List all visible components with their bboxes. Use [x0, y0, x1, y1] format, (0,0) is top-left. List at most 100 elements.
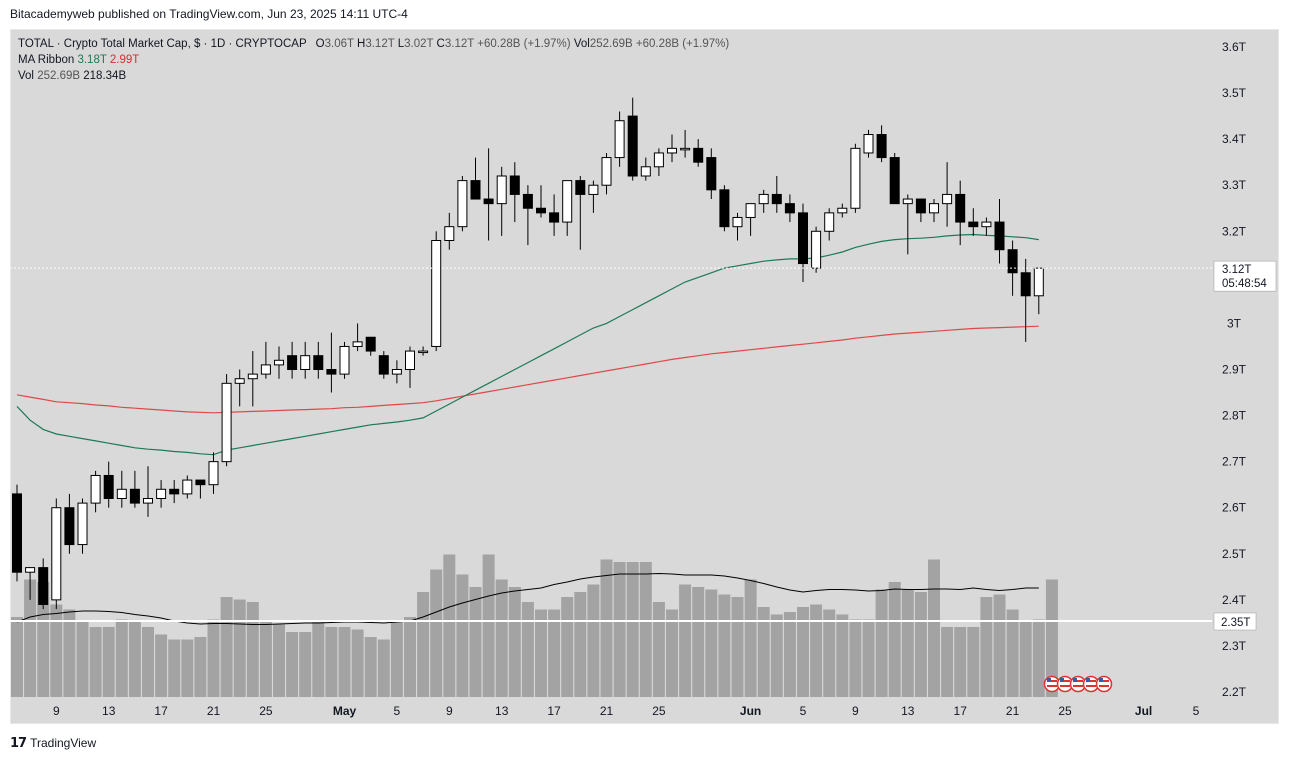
legend-ma-row: MA Ribbon 3.18T 2.99T [18, 52, 729, 68]
flag-stripe [1060, 685, 1070, 687]
candle-body [745, 203, 756, 218]
y-tick-label: 2.4T [1222, 593, 1247, 607]
volume-bar [928, 559, 940, 697]
candle-up [981, 217, 992, 236]
candle-body [536, 207, 546, 214]
y-tick-label: 3.6T [1222, 40, 1247, 54]
volume-bar [914, 592, 927, 697]
candle-body [378, 355, 389, 375]
candle-body [431, 240, 442, 347]
volume-bar [1032, 619, 1045, 697]
volume-bar [351, 629, 364, 697]
candle-down [968, 208, 979, 236]
volume-bar [639, 562, 652, 697]
legend-symbol-row: TOTAL · Crypto Total Market Cap, $ · 1D … [18, 36, 729, 52]
candle-body [850, 147, 861, 209]
flag-stripe [1086, 685, 1096, 687]
volume-bar [443, 554, 456, 697]
candle-body [562, 180, 573, 223]
flag-stripe [1099, 685, 1109, 687]
x-tick-label: 13 [495, 704, 509, 718]
volume-bar [705, 589, 718, 697]
candle-down [509, 162, 520, 223]
open-value: 3.06T [324, 38, 354, 50]
candle-body [313, 355, 324, 370]
volume-bar [233, 599, 246, 697]
candle-down [771, 176, 782, 213]
volume-bar [823, 609, 836, 697]
volume-label[interactable]: Vol [18, 70, 34, 82]
candle-up [339, 341, 350, 379]
volume-bar [207, 619, 220, 697]
volume-ma-line [16, 572, 1039, 625]
candle-up [444, 212, 455, 250]
volume-level-badge [1213, 612, 1257, 631]
candle-body [640, 166, 651, 177]
candle-body [981, 221, 992, 228]
volume-bar [692, 587, 705, 697]
volume-bar [1019, 622, 1032, 697]
candle-body [208, 461, 219, 486]
volume-bar [836, 614, 849, 697]
x-tick-label: 21 [207, 704, 221, 718]
volume-bar [76, 622, 89, 697]
volume-bar [194, 637, 207, 697]
volume-bar [875, 589, 888, 697]
candle-up [640, 157, 651, 181]
candle-body [444, 226, 455, 242]
candle-up [391, 360, 402, 384]
candle-body [260, 364, 271, 375]
candle-body [667, 147, 677, 154]
ma-slow-line [16, 325, 1039, 414]
x-tick-label: 9 [446, 704, 453, 718]
volume-bar [430, 569, 443, 697]
volume-bar [901, 589, 914, 697]
symbol-title[interactable]: TOTAL · Crypto Total Market Cap, $ · 1D … [18, 38, 307, 50]
vol-value: 252.69B [589, 38, 633, 50]
candle-down [313, 341, 324, 379]
volume-bar [417, 592, 430, 697]
candle-body [614, 120, 625, 159]
candle-body [195, 479, 206, 486]
y-tick-label: 3T [1227, 316, 1242, 330]
candle-up [653, 148, 664, 176]
volume-bar [783, 612, 796, 697]
y-tick-label: 3.3T [1222, 178, 1247, 192]
candle-down [195, 479, 206, 499]
candle-body [1020, 272, 1031, 297]
high-label: H [357, 38, 366, 50]
x-tick-label: 25 [652, 704, 666, 718]
x-tick-label: 5 [1193, 704, 1200, 718]
candle-down [287, 341, 298, 379]
candle-up [824, 208, 835, 241]
candle-down [784, 194, 795, 223]
volume-bar [390, 622, 403, 697]
volume-bar [115, 619, 128, 697]
ma-ribbon-label[interactable]: MA Ribbon [18, 54, 75, 66]
candle-body [1007, 249, 1018, 274]
candle-body [103, 474, 114, 500]
y-tick-label: 2.3T [1222, 639, 1247, 653]
candle-up [496, 166, 507, 236]
volume-bar [731, 597, 744, 697]
candle-up [601, 152, 612, 195]
candle-up [732, 212, 743, 241]
candle-up [156, 480, 167, 508]
candle-up [260, 341, 271, 379]
candles [12, 97, 1044, 610]
candle-up [850, 143, 861, 213]
vol-change-value: +60.28B (+1.97%) [635, 38, 730, 50]
volume-bar [128, 622, 141, 697]
volume-ma-path [16, 572, 1039, 625]
change-value: +60.28B (+1.97%) [477, 38, 571, 50]
candle-down [169, 480, 180, 504]
volume-bar [102, 627, 115, 697]
candle-body [326, 369, 337, 375]
low-label: L [397, 38, 405, 50]
candle-up [667, 134, 677, 163]
chart-legend: TOTAL · Crypto Total Market Cap, $ · 1D … [18, 36, 729, 84]
volume-bar [679, 584, 692, 697]
candle-body [1033, 267, 1044, 297]
volume-bar [810, 604, 823, 697]
